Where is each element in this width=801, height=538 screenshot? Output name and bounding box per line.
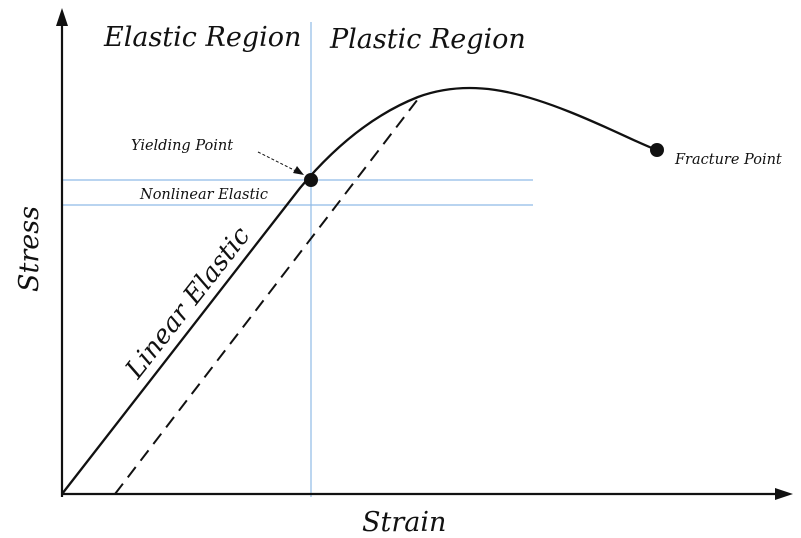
yielding-pointer-arrowhead: [293, 166, 304, 175]
linear-elastic-label: Linear Elastic: [119, 221, 256, 385]
nonlinear-elastic-label: Nonlinear Elastic: [139, 187, 268, 203]
y-axis-arrowhead: [56, 8, 68, 26]
yielding-pointer-line: [257, 151, 299, 173]
y-axis-title: Stress: [14, 206, 45, 292]
yielding-point-marker: [304, 173, 318, 187]
x-axis-title: Strain: [362, 507, 446, 538]
yielding-point-label: Yielding Point: [131, 138, 233, 154]
unloading-dashed-line: [114, 98, 419, 495]
elastic-region-label: Elastic Region: [103, 22, 301, 53]
fracture-point-marker: [650, 143, 664, 157]
plastic-region-label: Plastic Region: [329, 24, 526, 55]
x-axis-arrowhead: [775, 488, 793, 500]
stress-strain-curve: [61, 86, 658, 495]
fracture-point-label: Fracture Point: [674, 152, 782, 168]
